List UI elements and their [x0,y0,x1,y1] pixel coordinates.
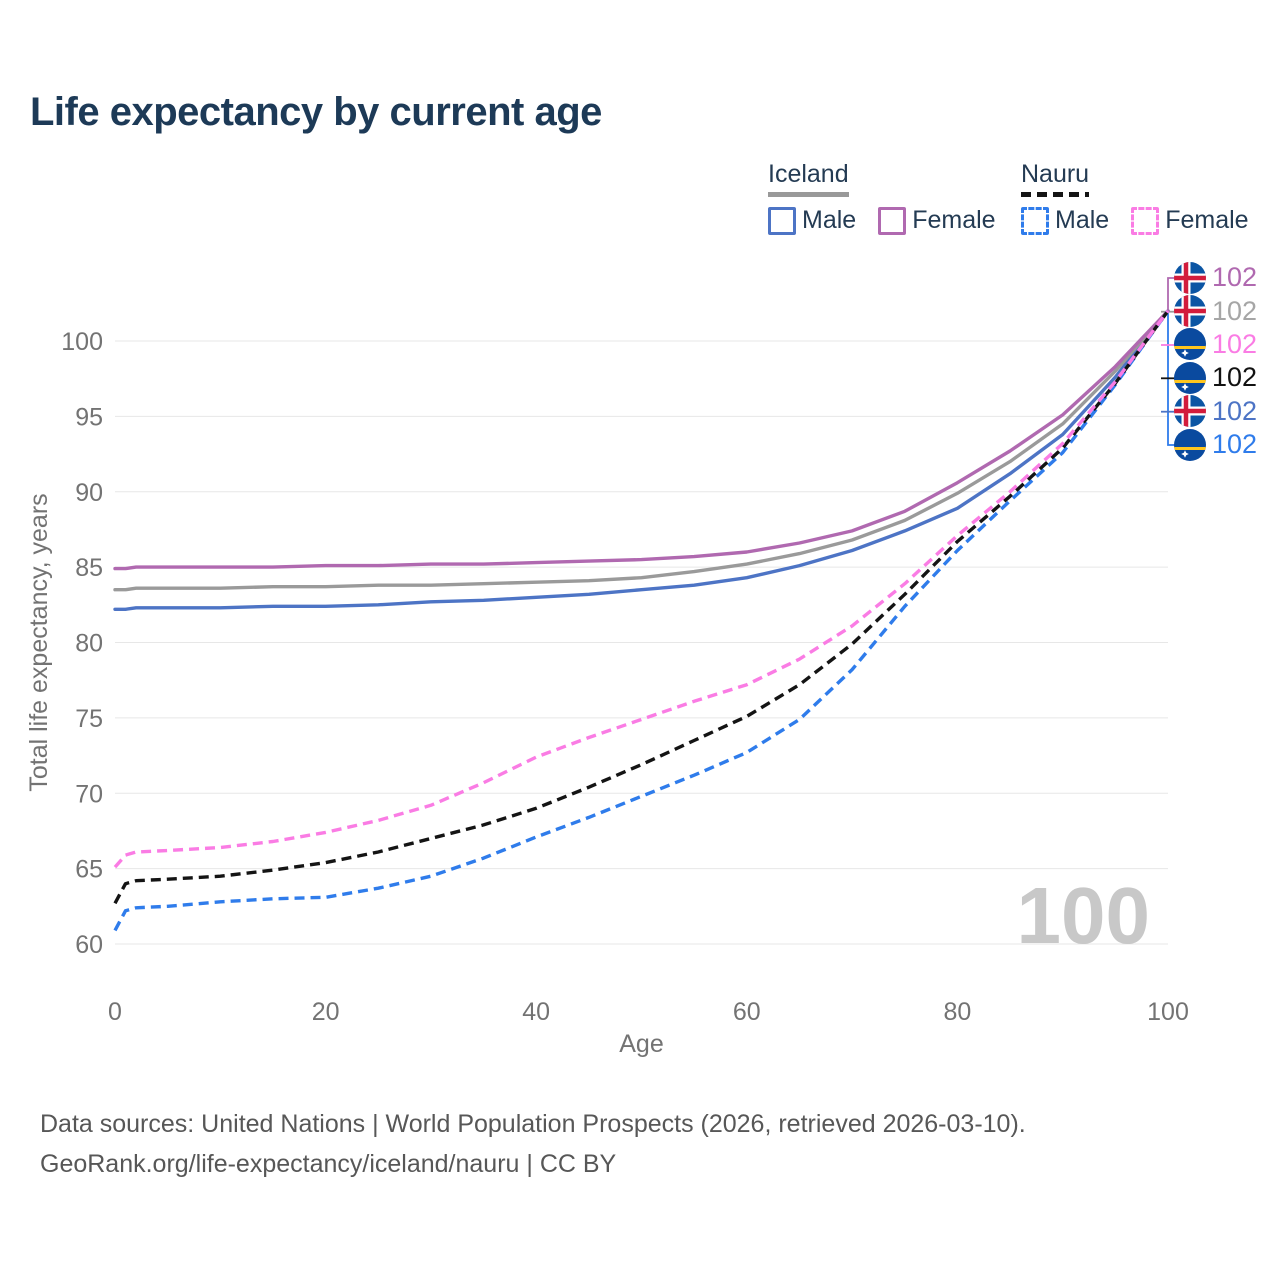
legend-country-label: Nauru [1021,160,1090,188]
y-tick-label-70: 70 [75,780,103,808]
nauru-flag-icon [1174,328,1206,360]
legend-country-iceland[interactable]: Iceland [768,160,849,197]
end-connector-iceland-female [1167,277,1176,311]
end-label-row-iceland-total: 102 [1174,294,1257,327]
end-label-row-nauru-male: 102 [1174,428,1257,461]
legend-swatch-iceland-female [878,206,907,235]
iceland-flag-icon [1174,295,1206,327]
legend-country-label: Iceland [768,160,849,188]
legend-group-iceland: Iceland Male Female [768,160,996,235]
iceland-flag-icon [1174,262,1206,294]
legend-item-label: Male [802,206,857,234]
legend-group-nauru: Nauru Male Female [1021,160,1249,235]
attribution-line: GeoRank.org/life-expectancy/iceland/naur… [40,1150,617,1178]
legend-item-nauru-male[interactable]: Male [1021,206,1109,235]
y-tick-label-65: 65 [75,856,103,884]
y-tick-label-80: 80 [75,630,103,658]
end-connector-nauru-male [1167,310,1176,446]
end-label-value: 102 [1212,362,1258,393]
end-label-row-nauru-total: 102 [1174,361,1257,394]
y-tick-label-100: 100 [61,328,103,356]
end-label-row-iceland-female: 102 [1174,261,1257,294]
end-label-value: 102 [1212,429,1258,460]
x-axis-title: Age [619,1030,663,1058]
series-line-iceland-total[interactable] [113,309,1170,592]
age-counter-watermark: 100 [1017,871,1150,960]
series-line-iceland-female[interactable] [113,309,1170,571]
y-tick-label-95: 95 [75,403,103,431]
legend-underline-solid [768,192,849,197]
end-label-value: 102 [1212,328,1258,359]
y-tick-label-75: 75 [75,705,103,733]
series-line-nauru-male[interactable] [113,309,1170,932]
y-tick-label-85: 85 [75,554,103,582]
legend-items-iceland: Male Female [768,206,996,235]
x-tick-label-20: 20 [312,998,340,1026]
series-line-iceland-male[interactable] [113,309,1170,611]
legend-item-label: Female [912,206,996,234]
x-tick-label-100: 100 [1147,998,1189,1026]
y-tick-label-90: 90 [75,479,103,507]
legend-item-label: Male [1055,206,1110,234]
x-tick-label-80: 80 [943,998,971,1026]
x-tick-label-40: 40 [522,998,550,1026]
y-tick-label-60: 60 [75,931,103,959]
end-label-value: 102 [1212,295,1258,326]
legend-swatch-iceland-male [768,206,796,235]
footer: Data sources: United Nations | World Pop… [40,1104,1026,1184]
legend-item-iceland-male[interactable]: Male [768,206,856,235]
legend-items-nauru: Male Female [1021,206,1249,235]
x-tick-label-0: 0 [108,998,122,1026]
legend-item-nauru-female[interactable]: Female [1131,206,1249,235]
legend-item-iceland-female[interactable]: Female [878,206,996,235]
end-label-row-iceland-male: 102 [1174,395,1257,428]
nauru-flag-icon [1174,429,1206,461]
legend-swatch-nauru-female [1131,206,1160,235]
end-label-value: 102 [1212,262,1258,293]
page-title: Life expectancy by current age [30,90,602,134]
y-axis-title: Total life expectancy, years [25,493,53,791]
legend-country-nauru[interactable]: Nauru [1021,160,1090,197]
x-tick-label-60: 60 [733,998,761,1026]
iceland-flag-icon [1174,395,1206,427]
legend-swatch-nauru-male [1021,206,1049,235]
end-labels: 102 102 102 102 102 102 [1174,261,1257,461]
series-line-nauru-total[interactable] [113,309,1170,905]
end-label-row-nauru-female: 102 [1174,328,1257,361]
series-line-nauru-female[interactable] [113,309,1170,869]
nauru-flag-icon [1174,362,1206,394]
legend-underline-dashed [1021,192,1090,197]
data-sources-line: Data sources: United Nations | World Pop… [40,1110,1026,1138]
legend-item-label: Female [1165,206,1249,234]
end-label-value: 102 [1212,395,1258,426]
